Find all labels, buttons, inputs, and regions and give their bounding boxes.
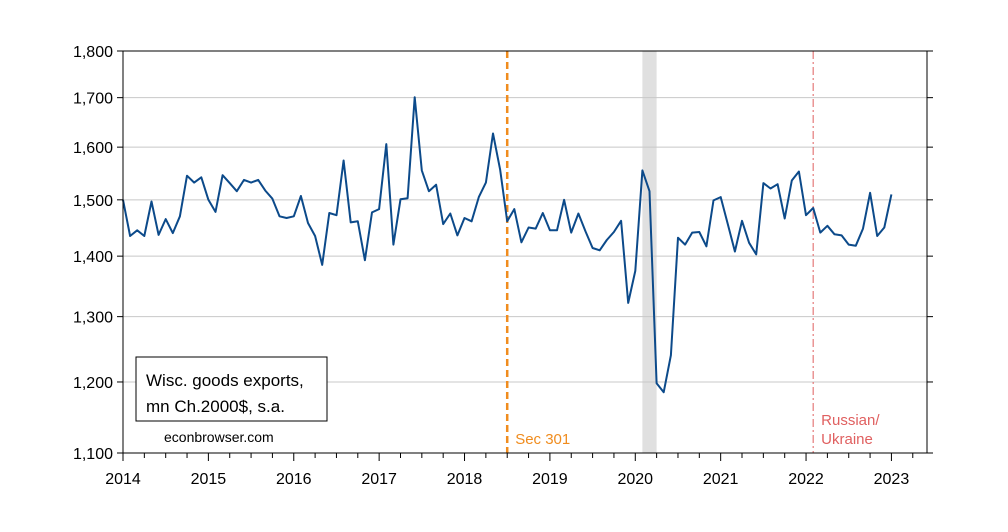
y-tick-label: 1,100 — [73, 446, 113, 463]
x-tick-label: 2016 — [276, 471, 312, 488]
y-tick-label: 1,600 — [73, 140, 113, 157]
legend-box — [135, 356, 328, 422]
gridlines — [123, 97, 927, 383]
russia-ukraine-label: Ukraine — [821, 431, 873, 448]
y-tick-label: 1,200 — [73, 375, 113, 392]
legend: Wisc. goods exports, mn Ch.2000$, s.a. — [135, 356, 328, 422]
y-tick-label: 1,700 — [73, 91, 113, 108]
x-tick-label: 2019 — [532, 471, 568, 488]
legend-text: mn Ch.2000$, s.a. — [146, 397, 285, 416]
russia-ukraine-label: Russian/ — [821, 412, 880, 429]
recession-shading-layer — [642, 51, 657, 453]
y-tick-label: 1,300 — [73, 310, 113, 327]
x-tick-label: 2023 — [874, 471, 910, 488]
series-line — [122, 96, 893, 394]
recession-shade — [642, 51, 657, 453]
plot-frame — [122, 50, 928, 454]
credit-text: econbrowser.com — [164, 429, 274, 445]
x-tick-label: 2022 — [788, 471, 824, 488]
x-tick-label: 2014 — [105, 471, 141, 488]
x-tick-label: 2018 — [447, 471, 483, 488]
event-lines: Sec 301 Russian/Ukraine — [505, 51, 880, 453]
axes: 1,100 1,200 1,300 1,400 1,500 1,600 1,700 1,800… — [73, 44, 933, 488]
x-tick-label: 2017 — [361, 471, 397, 488]
y-tick-label: 1,400 — [73, 249, 113, 266]
series-layer — [122, 96, 893, 394]
x-tick-label: 2021 — [703, 471, 739, 488]
sec301-label: Sec 301 — [515, 431, 570, 448]
x-tick-label: 2015 — [191, 471, 227, 488]
y-tick-label: 1,500 — [73, 193, 113, 210]
x-tick-label: 2020 — [617, 471, 653, 488]
legend-text: Wisc. goods exports, — [146, 371, 304, 390]
y-tick-label: 1,800 — [73, 44, 113, 61]
